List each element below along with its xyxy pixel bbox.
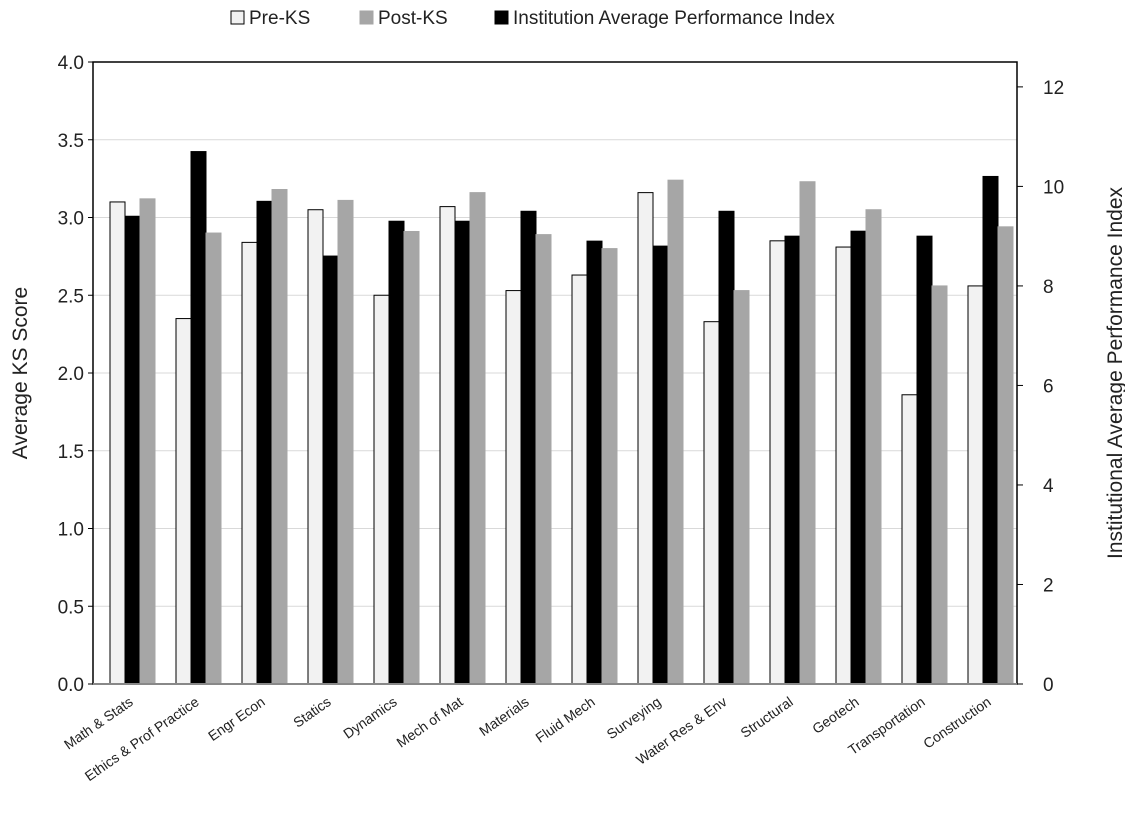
legend-swatch — [230, 10, 245, 25]
bar-pre-ks — [967, 285, 984, 685]
y2-tick-label: 6 — [1043, 376, 1054, 397]
bar-institution-average-performance-index — [916, 235, 933, 685]
y-tick-label: 0.0 — [58, 675, 84, 696]
category-label: Surveying — [604, 693, 664, 742]
category-label: Materials — [476, 693, 532, 739]
legend-swatch — [359, 10, 374, 25]
bar-post-ks — [469, 192, 486, 685]
bar-institution-average-performance-index — [850, 230, 867, 685]
category-label: Statics — [290, 693, 334, 730]
y-tick-label: 0.5 — [58, 597, 84, 618]
bar-post-ks — [139, 198, 156, 685]
category-label: Ethics & Prof Practice — [82, 693, 202, 784]
bar-pre-ks — [241, 241, 258, 685]
y-tick-label: 1.0 — [58, 520, 84, 541]
bar-institution-average-performance-index — [454, 220, 471, 685]
legend-label: Institution Average Performance Index — [513, 8, 835, 29]
y2-tick-label: 0 — [1043, 675, 1054, 696]
bar-pre-ks — [703, 321, 720, 685]
y-axis-title: Average KS Score — [9, 287, 32, 459]
bar-post-ks — [667, 179, 684, 685]
bar-post-ks — [931, 285, 948, 685]
category-label: Engr Econ — [205, 693, 268, 744]
bar-pre-ks — [835, 246, 852, 685]
bar-pre-ks — [505, 290, 522, 685]
bar-pre-ks — [373, 294, 390, 685]
bar-post-ks — [733, 290, 750, 685]
bar-pre-ks — [571, 274, 588, 685]
bar-institution-average-performance-index — [652, 245, 669, 685]
y2-tick-label: 4 — [1043, 476, 1054, 497]
y-tick-label: 4.0 — [58, 53, 84, 74]
y2-tick-label: 8 — [1043, 277, 1054, 298]
legend-label: Pre-KS — [249, 8, 310, 29]
category-label: Fluid Mech — [532, 693, 597, 745]
y2-tick-label: 2 — [1043, 575, 1054, 596]
bar-institution-average-performance-index — [124, 215, 141, 685]
bar-pre-ks — [637, 192, 654, 685]
bar-post-ks — [799, 181, 816, 685]
category-label: Dynamics — [340, 693, 400, 741]
y-tick-label: 3.5 — [58, 131, 84, 152]
bar-institution-average-performance-index — [718, 210, 735, 685]
bar-post-ks — [601, 248, 618, 685]
legend-swatch — [494, 10, 509, 25]
bar-institution-average-performance-index — [520, 210, 537, 685]
category-label: Mech of Mat — [393, 693, 465, 750]
y-tick-label: 1.5 — [58, 442, 84, 463]
y-tick-label: 2.0 — [58, 364, 84, 385]
bar-institution-average-performance-index — [256, 200, 273, 685]
bar-pre-ks — [901, 394, 918, 685]
bar-institution-average-performance-index — [388, 220, 405, 685]
bar-pre-ks — [439, 206, 456, 685]
bar-institution-average-performance-index — [982, 175, 999, 685]
category-label: Geotech — [809, 693, 862, 736]
bar-post-ks — [997, 226, 1014, 685]
bar-institution-average-performance-index — [586, 240, 603, 685]
legend: Pre-KS Post-KS Institution Average Perform… — [230, 8, 835, 29]
legend-label: Post-KS — [378, 8, 448, 29]
bar-post-ks — [337, 199, 354, 685]
bar-institution-average-performance-index — [322, 255, 339, 685]
bars — [109, 151, 1014, 685]
y2-tick-label: 10 — [1043, 177, 1064, 198]
left-axis-ticks: 0.0 0.5 1.0 1.5 2.0 2.5 3.0 3.5 4.0 — [58, 53, 93, 696]
category-label: Construction — [920, 693, 994, 751]
bar-pre-ks — [769, 240, 786, 685]
bar-institution-average-performance-index — [190, 151, 207, 685]
y2-axis-title: Institutional Average Performance Index — [1104, 187, 1125, 560]
bar-post-ks — [403, 230, 420, 685]
bar-post-ks — [865, 209, 882, 685]
y-tick-label: 3.0 — [58, 209, 84, 230]
bar-institution-average-performance-index — [784, 235, 801, 685]
right-axis-ticks: 0 2 4 6 8 10 12 — [1017, 78, 1064, 696]
bar-post-ks — [271, 189, 288, 685]
y-tick-label: 2.5 — [58, 286, 84, 307]
y2-tick-label: 12 — [1043, 78, 1064, 99]
bar-post-ks — [205, 232, 222, 685]
category-label: Structural — [737, 693, 795, 740]
bar-pre-ks — [175, 318, 192, 685]
bar-post-ks — [535, 234, 552, 685]
bar-pre-ks — [109, 201, 126, 685]
bar-pre-ks — [307, 209, 324, 685]
